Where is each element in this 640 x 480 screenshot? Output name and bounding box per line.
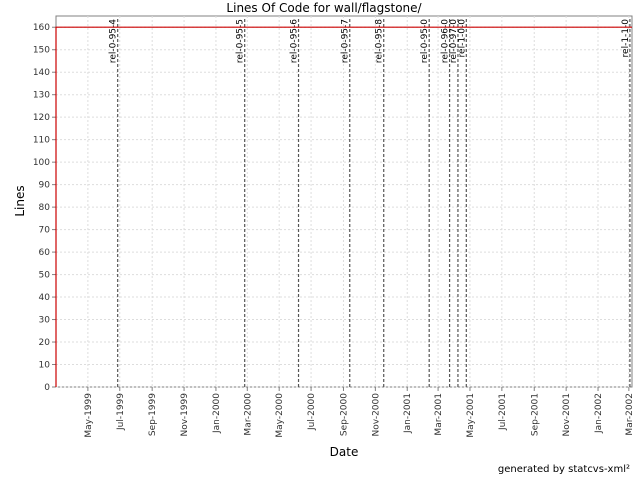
y-tick-label: 160 [33,23,50,33]
x-axis-label: Date [330,445,359,459]
x-tick-label: May-2001 [466,393,476,438]
plot-area [55,15,633,388]
x-tick-label: Jul-2000 [307,393,317,431]
series-line [55,26,632,387]
y-tick-label: 30 [39,316,51,326]
y-tick-label: 130 [33,91,50,101]
tag-label: rel-0-96-0 [441,19,451,63]
tag-label: rel-0-95-7 [341,19,351,63]
tag-label: rel-0-95-5 [236,19,246,63]
tag-label: rel-0-95-6 [290,19,300,63]
y-tick-label: 90 [39,181,51,191]
footer-credit: generated by statcvs-xml² [497,464,630,475]
y-tick-label: 0 [44,383,50,393]
x-tick-label: Nov-2001 [562,393,572,436]
x-tick-label: Mar-2001 [434,393,444,436]
y-tick-label: 50 [39,271,51,281]
x-tick-label: Sep-2000 [339,393,349,436]
tag-label: rel-0-95-4 [109,19,119,63]
x-tick-label: Jul-1999 [116,393,126,431]
x-tick-label: May-1999 [84,393,94,438]
series-layer [55,26,632,387]
tag-label: rel-0-95-8 [375,19,385,63]
axis-ticks: 0 10 20 30 40 50 60 70 80 90 100 110 120 130 140 150 160… [33,23,635,437]
x-tick-label: Sep-2001 [530,393,540,436]
y-tick-label: 70 [39,226,51,236]
y-tick-label: 20 [39,338,51,348]
y-axis-label: Lines [13,185,27,216]
x-tick-label: Jul-2001 [498,393,508,431]
x-tick-label: Mar-2002 [625,393,635,436]
x-tick-label: Jan-2001 [403,393,413,434]
y-tick-label: 140 [33,68,50,78]
x-tick-label: Sep-1999 [148,393,158,436]
tag-label: rel-0-95-0 [420,19,430,63]
y-tick-label: 110 [33,136,50,146]
x-tick-label: Jan-2000 [212,393,222,434]
y-tick-label: 10 [39,361,51,371]
gridlines [56,16,632,388]
chart-title: Lines Of Code for wall/flagstone/ [226,1,422,15]
y-tick-label: 60 [39,248,51,258]
x-tick-label: Nov-1999 [180,393,190,437]
y-tick-label: 100 [33,158,50,168]
symbolic-tags: rel-0-95-4 rel-0-95-5 rel-0-95-6 rel-0-95-7… [109,19,631,387]
tag-label: rel-0-97-0 [449,19,459,63]
x-tick-label: Jan-2002 [594,393,604,434]
y-tick-label: 150 [33,46,50,56]
y-tick-label: 40 [39,293,51,303]
x-tick-label: Nov-2000 [371,393,381,437]
x-tick-label: May-2000 [275,393,285,438]
y-tick-label: 80 [39,203,51,213]
tag-label: rel-1-1-0 [621,19,631,58]
tag-label: rel-1-0-0 [457,19,467,58]
x-tick-label: Mar-2000 [243,393,253,436]
y-tick-label: 120 [33,113,50,123]
